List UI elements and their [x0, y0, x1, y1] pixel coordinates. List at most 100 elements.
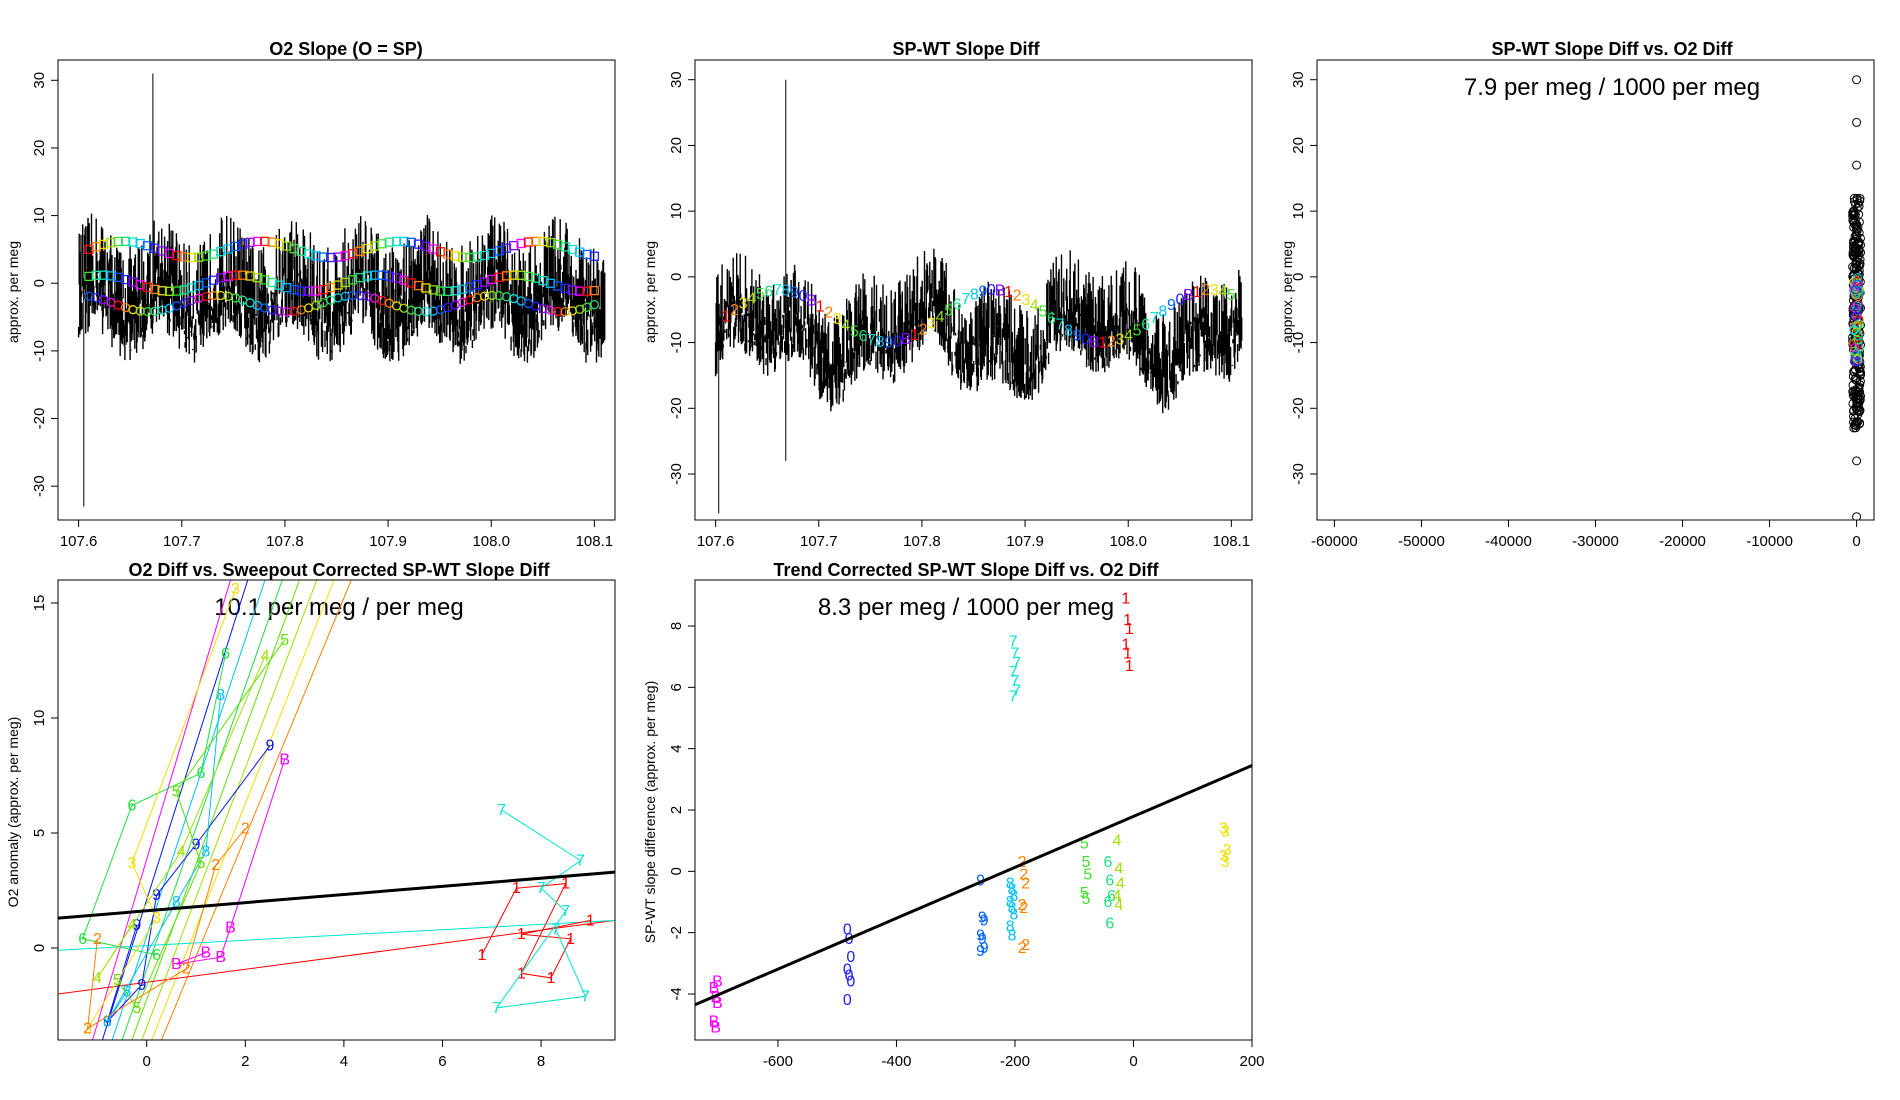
scatter-point — [1849, 367, 1859, 377]
square-marker — [157, 246, 167, 256]
square-marker — [347, 275, 358, 285]
point-label: B — [201, 945, 212, 962]
point-label: 4 — [1114, 897, 1123, 914]
point-label: 1 — [561, 876, 570, 893]
square-marker — [369, 270, 380, 280]
digit-label: 3 — [1021, 292, 1030, 309]
point-label: 1 — [1125, 658, 1134, 675]
square-marker — [179, 252, 189, 262]
point-label: B — [712, 974, 723, 991]
point-label: 6 — [127, 797, 136, 814]
square-marker — [355, 272, 365, 283]
square-marker — [443, 286, 453, 296]
square-marker — [457, 284, 468, 294]
point-label: 1 — [1125, 621, 1134, 638]
x-tick-label: 107.6 — [60, 533, 98, 550]
point-label: 0 — [843, 961, 852, 978]
digit-label: 5 — [944, 303, 953, 320]
panel-title-o2-slope: O2 Slope (O = SP) — [269, 39, 423, 59]
y-tick-label: 8 — [668, 622, 685, 630]
square-marker — [260, 275, 270, 285]
square-marker — [274, 280, 285, 290]
x-tick-label: -50000 — [1398, 533, 1445, 550]
digit-label: 1 — [816, 298, 825, 315]
square-marker — [406, 278, 416, 288]
point-label: 7 — [551, 922, 560, 939]
digit-label: 6 — [1047, 310, 1056, 327]
square-marker — [399, 236, 409, 247]
point-label: 1 — [1121, 590, 1130, 607]
y-tick-label: 0 — [1290, 273, 1307, 281]
square-marker — [340, 277, 350, 288]
digit-label: 2 — [824, 305, 833, 322]
digit-label: 4 — [1030, 297, 1039, 314]
square-marker — [428, 244, 438, 254]
point-label: 7 — [1011, 646, 1020, 663]
y-tick-label: -4 — [668, 987, 685, 1000]
square-marker — [362, 271, 372, 281]
x-tick-label: 0 — [143, 1053, 151, 1070]
square-marker — [487, 248, 497, 259]
digit-label: B — [901, 331, 912, 348]
group-path — [106, 694, 222, 1022]
square-marker — [479, 277, 490, 287]
point-label: 9 — [137, 977, 146, 994]
digit-label: 0 — [1176, 292, 1185, 309]
scatter-point-colored — [1854, 285, 1864, 295]
x-tick-label: 0 — [1852, 533, 1860, 550]
x-tick-label: 107.8 — [266, 533, 304, 550]
square-marker — [523, 271, 534, 282]
square-marker — [172, 250, 182, 261]
annotation-slope-diff-vs-o2-diff: 7.9 per meg / 1000 per meg — [1464, 74, 1760, 101]
group-path — [176, 759, 286, 965]
point-label: 9 — [976, 943, 985, 960]
point-label: 8 — [201, 843, 210, 860]
point-label: 4 — [1114, 860, 1123, 877]
group-path — [495, 809, 587, 1009]
square-marker — [128, 237, 138, 247]
square-marker — [274, 239, 285, 249]
square-marker — [501, 243, 512, 253]
fan-line — [92, 580, 232, 1040]
square-marker — [538, 275, 548, 286]
square-marker — [150, 284, 160, 295]
digit-label: 0 — [799, 288, 808, 305]
digit-label: 8 — [970, 287, 979, 304]
scatter-point — [1848, 399, 1858, 409]
point-label: B — [171, 956, 182, 973]
point-label: 0 — [843, 992, 852, 1009]
x-tick-label: 107.7 — [800, 533, 838, 550]
point-label: 6 — [1107, 888, 1116, 905]
point-label: 6 — [196, 765, 205, 782]
point-label: 6 — [1104, 894, 1113, 911]
point-label: 6 — [1105, 915, 1114, 932]
digit-label: 4 — [936, 309, 945, 326]
square-marker — [545, 278, 556, 288]
y-tick-label: 20 — [31, 140, 48, 157]
square-marker — [516, 238, 526, 249]
point-label: 3 — [127, 855, 136, 872]
point-label: 7 — [1012, 655, 1021, 672]
point-label: 7 — [576, 853, 585, 870]
point-label: 5 — [196, 855, 205, 872]
square-marker — [516, 270, 526, 281]
square-marker — [194, 280, 204, 291]
digit-label: 8 — [1158, 303, 1167, 320]
y-tick-label: -10 — [31, 340, 48, 362]
scatter-point — [1848, 406, 1858, 416]
square-marker — [106, 271, 116, 281]
square-marker — [553, 239, 563, 250]
x-tick-label: -20000 — [1659, 533, 1706, 550]
square-marker — [194, 252, 204, 262]
square-marker — [582, 286, 592, 296]
point-label: 2 — [1018, 940, 1027, 957]
square-marker — [135, 280, 145, 290]
y-axis-label-o2-diff-vs-sweepout: O2 anomaly (approx. per meg) — [5, 717, 21, 908]
point-label: 4 — [93, 970, 102, 987]
digit-label: 3 — [739, 296, 748, 313]
digit-label: 9 — [790, 284, 799, 301]
square-marker — [84, 271, 94, 282]
square-marker — [172, 286, 182, 296]
digit-label: 6 — [953, 296, 962, 313]
y-tick-label: -2 — [668, 926, 685, 939]
